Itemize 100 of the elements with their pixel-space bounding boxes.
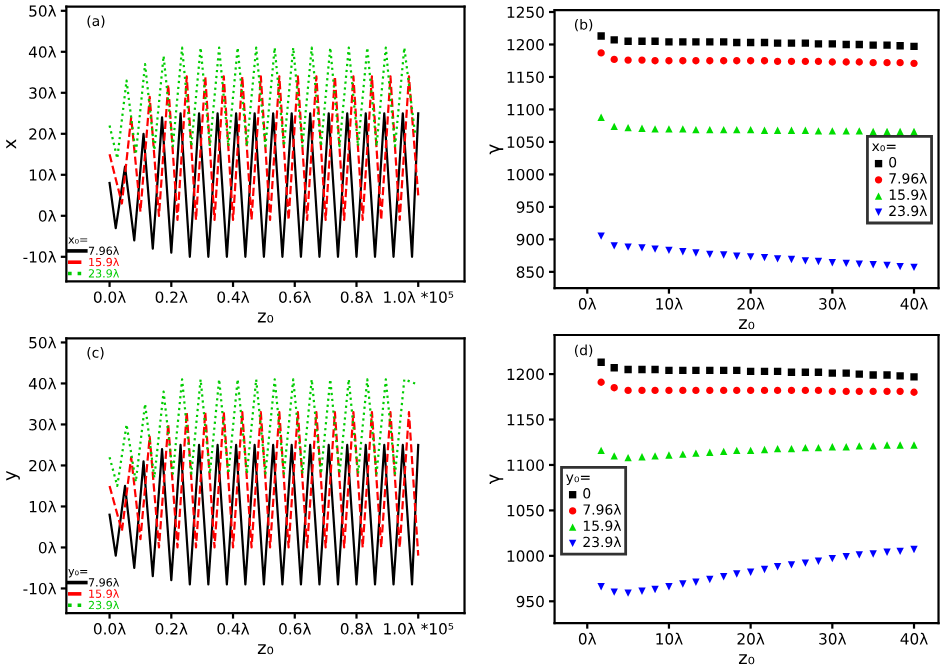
point [746, 38, 755, 47]
point [597, 49, 605, 57]
point [787, 444, 796, 453]
point [720, 573, 728, 581]
point [896, 262, 904, 271]
point [610, 452, 618, 460]
point [801, 126, 810, 134]
point [733, 446, 741, 455]
point [869, 41, 877, 49]
line-series [108, 46, 417, 160]
point [773, 57, 782, 66]
point [855, 127, 863, 135]
point [733, 570, 741, 578]
point [760, 38, 769, 47]
point [828, 58, 836, 66]
point [869, 387, 877, 396]
point [746, 446, 755, 455]
point [896, 387, 904, 396]
point [746, 386, 755, 395]
line-series [108, 411, 420, 557]
point [814, 386, 823, 395]
point [679, 57, 687, 65]
point [692, 386, 700, 395]
point [883, 59, 891, 67]
point [597, 446, 605, 455]
x-axis-title: z₀ [257, 644, 274, 655]
point [883, 41, 891, 49]
point [773, 444, 782, 453]
line-series [108, 378, 417, 488]
point [610, 364, 618, 372]
point [597, 583, 605, 591]
point [651, 245, 659, 253]
point [692, 38, 700, 46]
point [855, 387, 863, 396]
point [651, 365, 659, 374]
point [760, 445, 769, 454]
point [679, 38, 687, 46]
point [773, 255, 782, 263]
point [910, 441, 918, 449]
point [760, 565, 769, 574]
point [610, 122, 618, 131]
point [896, 441, 904, 449]
point [665, 451, 673, 459]
point [624, 365, 632, 374]
point [720, 366, 728, 375]
point [896, 59, 904, 67]
point [692, 57, 700, 65]
point [828, 554, 836, 563]
point [679, 366, 687, 375]
point [842, 127, 850, 135]
point [651, 125, 659, 133]
point [773, 39, 782, 47]
point [883, 371, 891, 379]
point [665, 57, 673, 65]
point [720, 38, 728, 46]
x-axis-title: z₀ [738, 654, 755, 665]
point [720, 386, 728, 395]
point [869, 371, 877, 379]
point [814, 40, 823, 48]
point [814, 557, 823, 565]
point [801, 39, 810, 47]
point [814, 444, 823, 452]
point [638, 37, 646, 45]
point [624, 589, 632, 597]
point [910, 59, 918, 67]
point [746, 367, 755, 376]
point [638, 365, 646, 374]
point [692, 249, 700, 257]
point [814, 257, 823, 266]
point [814, 368, 823, 376]
point [746, 125, 755, 134]
point [760, 57, 769, 65]
point [746, 253, 755, 261]
point [638, 386, 646, 395]
point [665, 38, 673, 46]
point [787, 255, 796, 264]
point [665, 386, 673, 395]
point [787, 561, 796, 569]
y-axis-title: y [6, 470, 20, 481]
point [720, 125, 728, 134]
point [638, 56, 646, 64]
point [624, 386, 632, 395]
x-axis-title: z₀ [257, 312, 274, 323]
point [828, 259, 836, 267]
point [760, 126, 769, 134]
point [842, 40, 850, 49]
point [638, 244, 646, 252]
point [720, 251, 728, 259]
point [855, 58, 863, 66]
line-series [108, 75, 420, 222]
point [855, 40, 863, 49]
point [801, 57, 810, 66]
point [706, 125, 714, 134]
point [679, 386, 687, 395]
point [787, 386, 796, 395]
point [828, 443, 836, 451]
point [610, 384, 618, 392]
point [624, 56, 632, 64]
point [814, 127, 823, 135]
point [828, 369, 836, 377]
